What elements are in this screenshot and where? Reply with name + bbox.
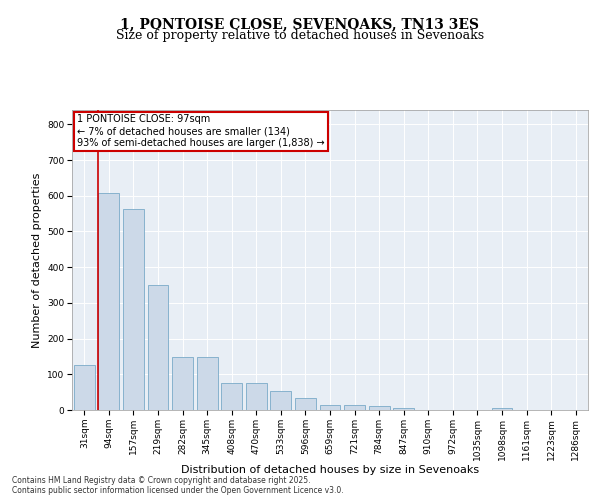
Bar [271, 392, 292, 410]
Bar [344, 406, 365, 410]
Text: 1, PONTOISE CLOSE, SEVENOAKS, TN13 3ES: 1, PONTOISE CLOSE, SEVENOAKS, TN13 3ES [121, 18, 479, 32]
Bar [295, 398, 316, 410]
Text: Size of property relative to detached houses in Sevenoaks: Size of property relative to detached ho… [116, 29, 484, 42]
Y-axis label: Number of detached properties: Number of detached properties [32, 172, 41, 348]
Bar [197, 357, 218, 410]
Text: Contains HM Land Registry data © Crown copyright and database right 2025.
Contai: Contains HM Land Registry data © Crown c… [12, 476, 344, 495]
Bar [74, 366, 95, 410]
Bar [393, 408, 414, 410]
Bar [368, 406, 389, 410]
Bar [123, 209, 144, 410]
Bar [148, 285, 169, 410]
Bar [320, 404, 340, 410]
Bar [98, 193, 119, 410]
Text: 1 PONTOISE CLOSE: 97sqm
← 7% of detached houses are smaller (134)
93% of semi-de: 1 PONTOISE CLOSE: 97sqm ← 7% of detached… [77, 114, 325, 148]
Bar [221, 383, 242, 410]
Bar [491, 408, 512, 410]
Bar [172, 357, 193, 410]
Bar [246, 383, 267, 410]
X-axis label: Distribution of detached houses by size in Sevenoaks: Distribution of detached houses by size … [181, 466, 479, 475]
